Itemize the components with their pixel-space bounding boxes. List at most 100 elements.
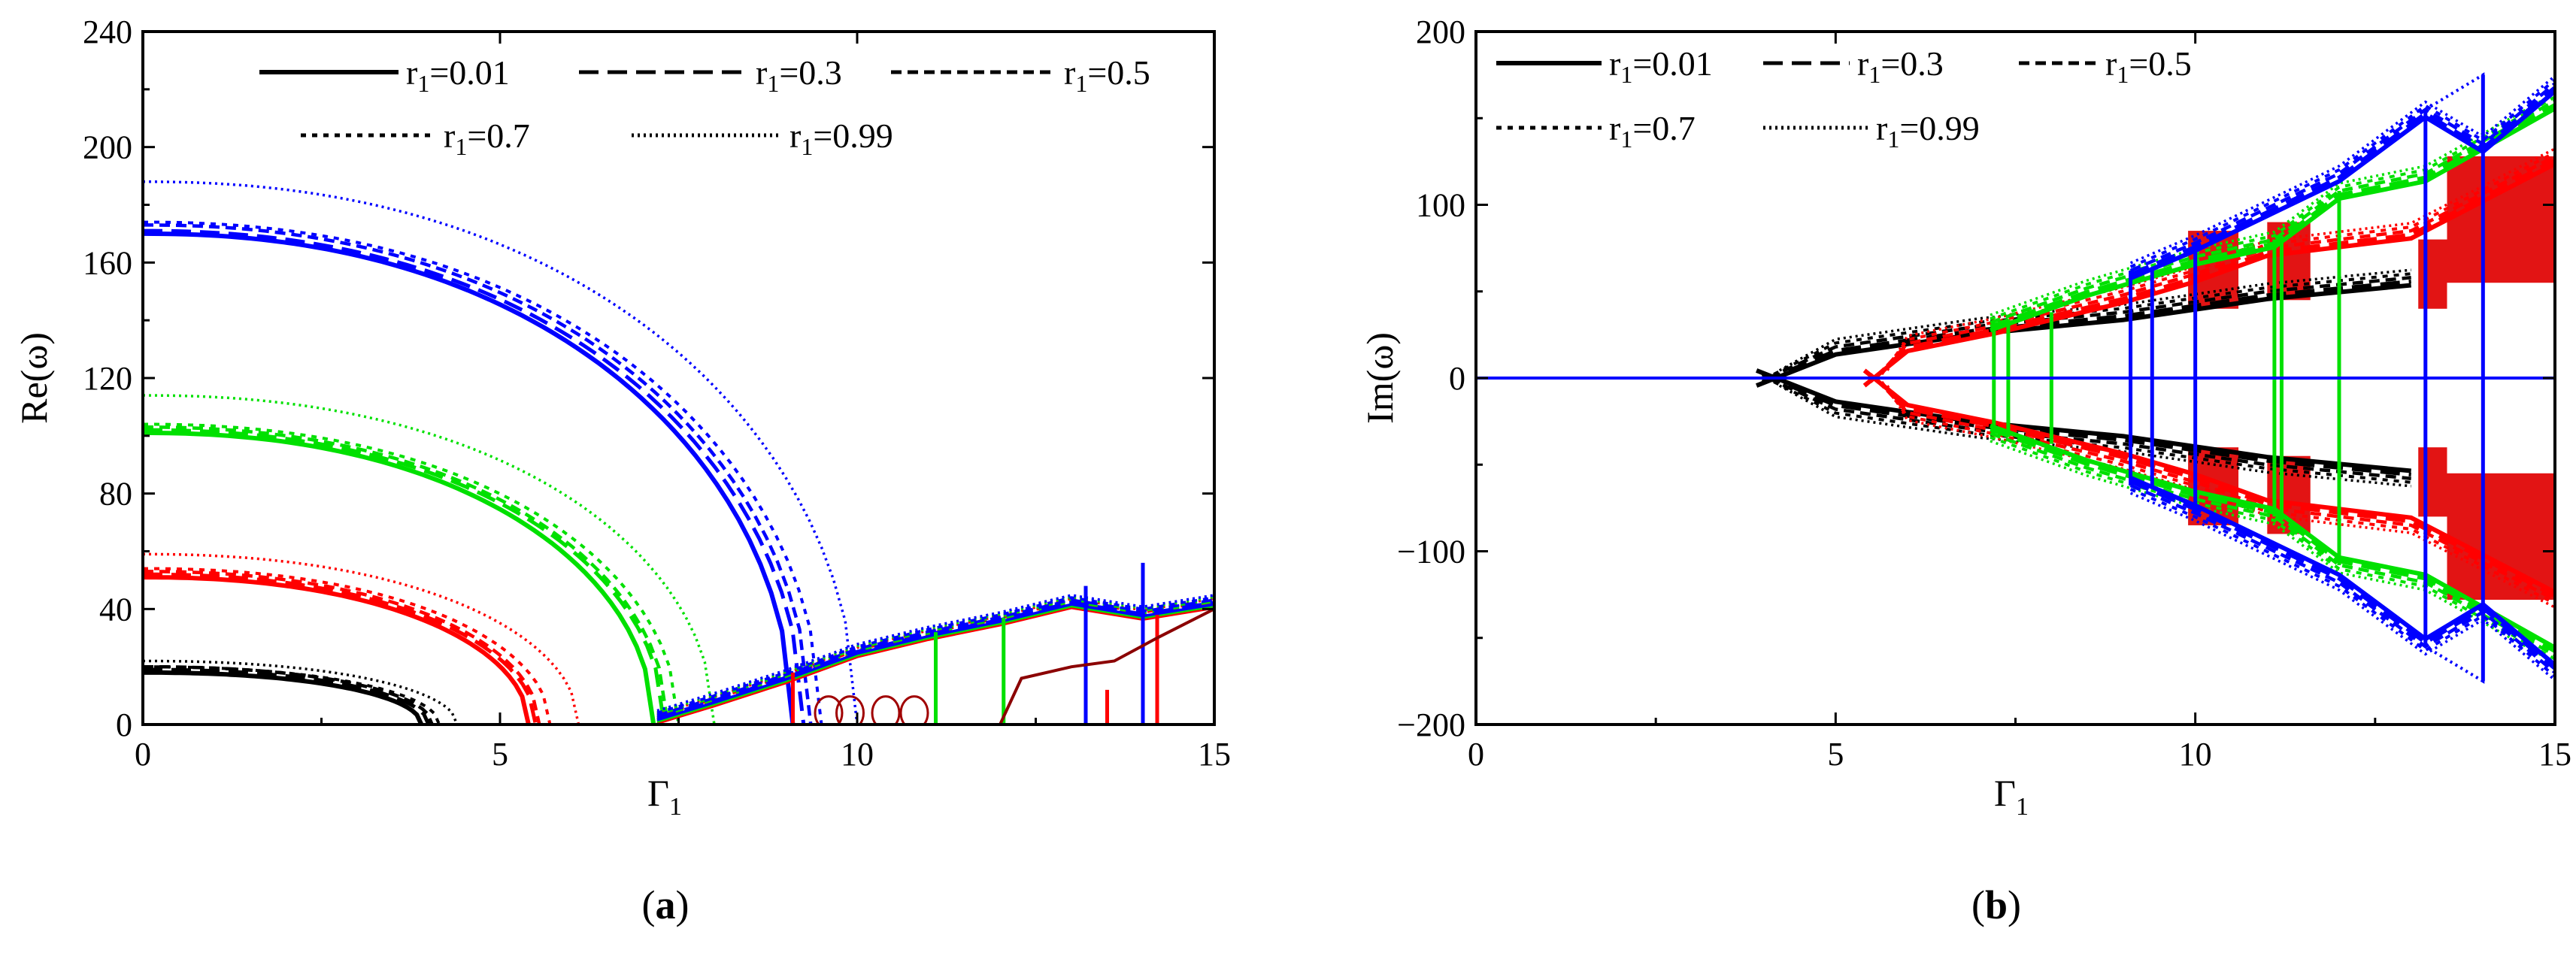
y-tick-label: 40 <box>99 591 132 628</box>
curve-mode3-shortdash <box>143 425 670 725</box>
curve-mode2-solid <box>1862 368 2555 594</box>
panel-a-y-axis-title: Re(ω) <box>13 332 55 424</box>
curve-mode1-fine <box>143 659 459 725</box>
curve-mode2-dot <box>1880 380 2555 605</box>
x-tick-label: 0 <box>1468 736 1484 773</box>
curve-mode4-dash <box>143 228 806 725</box>
curve-mode2-dash <box>143 572 538 725</box>
panel-b-x-axis-title: Γ1 <box>1994 772 2029 821</box>
y-tick-label: 120 <box>83 360 132 397</box>
curve-mode2-shortdash <box>1874 377 2555 601</box>
legend-label: r1=0.3 <box>1857 44 1944 88</box>
curve-rising-branch <box>656 603 1214 722</box>
loop-mark <box>899 695 929 725</box>
curve-rising-branch <box>656 594 1214 712</box>
curve-mode4-shortdash <box>143 223 813 725</box>
y-tick-label: −100 <box>1397 534 1465 570</box>
curve-mode2-solid <box>1862 162 2555 388</box>
y-tick-label: 80 <box>99 476 132 513</box>
curve-mode1-fine <box>1778 268 2411 372</box>
curve-mode2-shortdash <box>1874 155 2555 380</box>
legend-label: r1=0.5 <box>1064 53 1150 97</box>
x-tick-label: 10 <box>841 736 874 773</box>
y-tick-label: 0 <box>1449 360 1465 397</box>
x-tick-label: 15 <box>1198 736 1231 773</box>
x-tick-label: 10 <box>2179 736 2212 773</box>
curve-rising-branch <box>656 607 1214 725</box>
curve-mode2-fine <box>143 552 580 725</box>
chaotic-band <box>2418 447 2447 517</box>
panel-a-data-series <box>143 180 1214 725</box>
curve-mode3-dot <box>143 422 680 725</box>
curve-mode4-dot <box>2129 78 2555 268</box>
loop-mark <box>871 695 901 725</box>
x-tick-label: 5 <box>492 736 508 773</box>
legend-label: r1=0.7 <box>1609 109 1696 153</box>
x-tick-label: 0 <box>135 736 151 773</box>
curve-mode4-dash <box>2129 479 2555 670</box>
curve-mode4-solid <box>2129 476 2555 667</box>
panel-b-legend: r1=0.01 r1=0.3 r1=0.5 r1=0.7 r1=0.99 <box>1496 44 2192 153</box>
loop-mark <box>814 695 844 725</box>
panel-b-ticks: 0 5 10 15 −200 −100 0 100 200 <box>1397 14 2571 773</box>
y-tick-label: 200 <box>83 129 132 166</box>
curve-mode1-dash <box>143 667 431 725</box>
curve-mode4-fine <box>143 180 859 725</box>
y-tick-label: 200 <box>1416 14 1465 50</box>
panel-b-data-series <box>1476 72 2555 684</box>
panel-a-x-axis-title: Γ1 <box>647 772 682 821</box>
legend-label: r1=0.3 <box>756 53 842 97</box>
curve-mode1-shortdash <box>1767 276 2411 380</box>
panel-a-ticks: 0 5 10 15 0 40 80 120 160 200 240 <box>83 14 1231 773</box>
chaotic-band <box>2418 239 2447 309</box>
y-tick-label: 100 <box>1416 187 1465 224</box>
curve-dark-red <box>999 607 1214 725</box>
loop-mark <box>835 695 865 725</box>
curve-mode4-shortdash <box>2129 483 2555 674</box>
curve-mode1-shortdash <box>1767 376 2411 480</box>
y-tick-label: 160 <box>83 244 132 281</box>
curve-mode3-fine <box>143 394 716 725</box>
curve-mode2-shortdash <box>143 570 541 725</box>
curve-mode3-solid <box>143 431 656 725</box>
curve-mode1-fine <box>1778 384 2411 488</box>
x-tick-label: 5 <box>1827 736 1844 773</box>
panel-a-legend: r1=0.01 r1=0.3 r1=0.5 r1=0.7 r1=0.99 <box>259 53 1150 160</box>
legend-label: r1=0.99 <box>789 116 893 160</box>
legend-label: r1=0.7 <box>444 116 530 160</box>
legend-label: r1=0.01 <box>406 53 510 97</box>
curve-mode1-dot <box>143 665 441 725</box>
chaotic-band <box>2447 473 2555 601</box>
chaotic-band <box>2447 156 2555 283</box>
x-tick-label: 15 <box>2538 736 2571 773</box>
curve-mode2-solid <box>143 575 531 725</box>
legend-label: r1=0.01 <box>1609 44 1713 88</box>
panel-b-y-axis-title: Im(ω) <box>1359 332 1401 424</box>
legend-label: r1=0.5 <box>2105 44 2192 88</box>
curve-mode4-dot <box>143 220 823 725</box>
curve-mode2-dash <box>1868 158 2555 383</box>
y-tick-label: 240 <box>83 14 132 50</box>
curve-mode4-dot <box>2129 488 2555 678</box>
curve-mode4-solid <box>143 231 796 725</box>
curve-mode3-dash <box>143 428 666 725</box>
curve-mode2-dot <box>143 567 552 725</box>
curve-rising-branch <box>656 604 1214 723</box>
curve-mode4-solid <box>2129 89 2555 280</box>
curve-mode1-solid <box>143 670 424 725</box>
curve-mode2-fine <box>1886 147 2555 371</box>
y-tick-label: 0 <box>116 706 132 743</box>
curve-mode1-solid <box>1756 283 2411 388</box>
curve-mode1-solid <box>1756 368 2411 473</box>
panel-a-label: (a) <box>642 882 689 927</box>
legend-label: r1=0.99 <box>1876 109 1980 153</box>
curve-rising-branch <box>656 598 1214 717</box>
curve-mode4-dash <box>2129 86 2555 277</box>
y-tick-label: −200 <box>1397 706 1465 743</box>
curve-mode2-dash <box>1868 373 2555 598</box>
curve-mode4-fine <box>2129 492 2555 682</box>
curve-mode4-fine <box>2129 74 2555 265</box>
